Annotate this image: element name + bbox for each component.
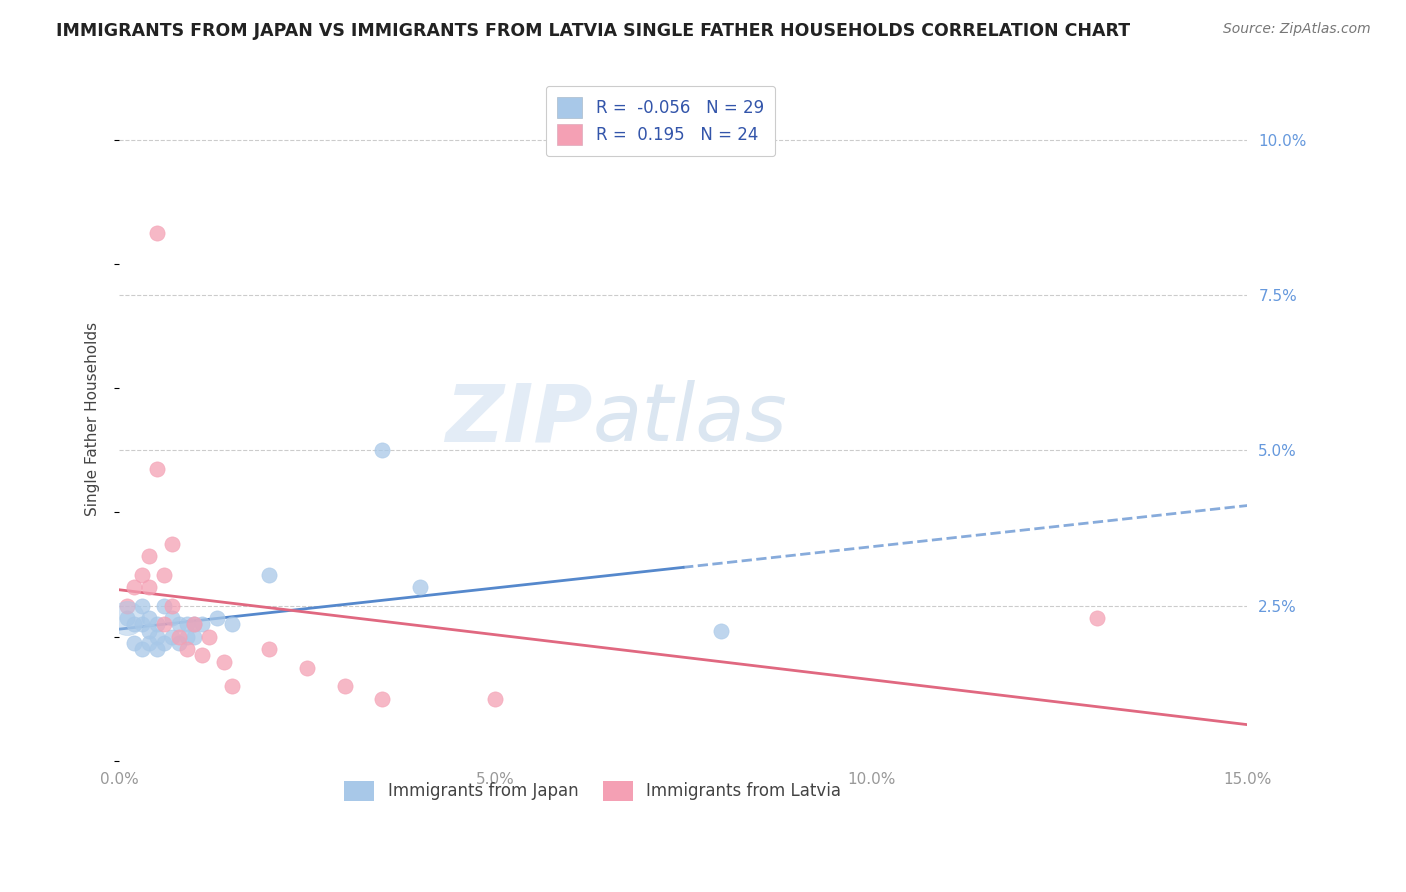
Text: IMMIGRANTS FROM JAPAN VS IMMIGRANTS FROM LATVIA SINGLE FATHER HOUSEHOLDS CORRELA: IMMIGRANTS FROM JAPAN VS IMMIGRANTS FROM…: [56, 22, 1130, 40]
Point: [153, 636, 176, 650]
Point: [484, 692, 506, 706]
Point: [259, 567, 281, 582]
Point: [131, 617, 153, 632]
Point: [153, 599, 176, 613]
Point: [176, 630, 198, 644]
Point: [259, 642, 281, 657]
Text: ZIP: ZIP: [446, 380, 593, 458]
Point: [160, 536, 183, 550]
Point: [183, 617, 205, 632]
Point: [138, 611, 160, 625]
Point: [176, 642, 198, 657]
Point: [153, 617, 176, 632]
Point: [221, 680, 243, 694]
Point: [138, 549, 160, 563]
Point: [205, 611, 228, 625]
Legend: Immigrants from Japan, Immigrants from Latvia: Immigrants from Japan, Immigrants from L…: [330, 767, 855, 814]
Point: [409, 580, 432, 594]
Text: Source: ZipAtlas.com: Source: ZipAtlas.com: [1223, 22, 1371, 37]
Point: [115, 599, 138, 613]
Point: [145, 642, 167, 657]
Point: [115, 611, 138, 625]
Point: [183, 617, 205, 632]
Point: [371, 443, 394, 458]
Point: [122, 617, 145, 632]
Point: [167, 617, 190, 632]
Point: [122, 636, 145, 650]
Point: [160, 630, 183, 644]
Point: [710, 624, 733, 638]
Point: [138, 624, 160, 638]
Point: [115, 611, 138, 625]
Point: [333, 680, 356, 694]
Point: [131, 599, 153, 613]
Point: [145, 617, 167, 632]
Point: [160, 599, 183, 613]
Point: [145, 630, 167, 644]
Point: [1085, 611, 1108, 625]
Point: [122, 580, 145, 594]
Point: [191, 648, 214, 663]
Point: [221, 617, 243, 632]
Point: [214, 655, 236, 669]
Point: [371, 692, 394, 706]
Point: [183, 630, 205, 644]
Point: [160, 611, 183, 625]
Point: [138, 636, 160, 650]
Point: [153, 567, 176, 582]
Point: [167, 636, 190, 650]
Point: [167, 630, 190, 644]
Point: [295, 661, 318, 675]
Point: [131, 642, 153, 657]
Text: atlas: atlas: [593, 380, 787, 458]
Point: [198, 630, 221, 644]
Point: [191, 617, 214, 632]
Y-axis label: Single Father Households: Single Father Households: [86, 322, 100, 516]
Point: [145, 226, 167, 240]
Point: [138, 580, 160, 594]
Point: [176, 617, 198, 632]
Point: [131, 567, 153, 582]
Point: [145, 462, 167, 476]
